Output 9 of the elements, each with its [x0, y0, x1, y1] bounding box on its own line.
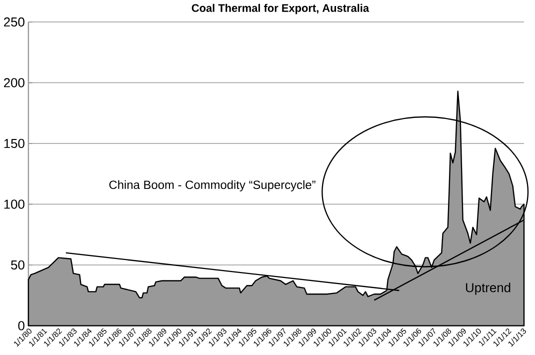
y-tick-label: 150: [4, 139, 24, 148]
y-tick-label: 200: [4, 78, 24, 88]
y-tick-label: 100: [4, 200, 24, 209]
y-tick-label: 250: [4, 18, 24, 27]
annotation: China Boom - Commodity “Supercycle”: [109, 180, 316, 192]
y-tick-label: 50: [11, 260, 24, 270]
annotation: Uptrend: [466, 282, 510, 295]
y-tick-label: 0: [18, 321, 24, 330]
chart-title: Coal Thermal for Export, Australia: [192, 4, 370, 14]
